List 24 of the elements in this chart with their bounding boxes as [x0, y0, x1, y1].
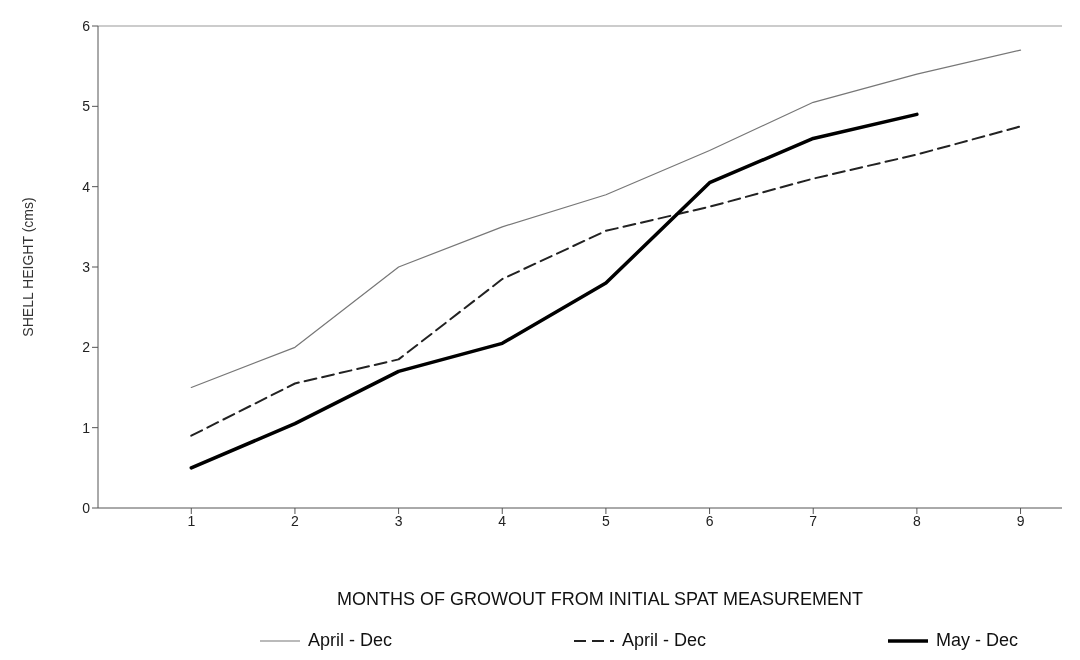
line-series	[190, 125, 1022, 437]
line-series	[190, 49, 1022, 389]
y-tick-label: 2	[82, 339, 91, 356]
x-tick-label: 7	[809, 512, 818, 529]
line-series	[189, 112, 919, 470]
y-axis-title: SHELL HEIGHT (cms)	[19, 197, 36, 337]
legend-label: April - Dec	[621, 630, 706, 651]
x-tick-label: 5	[602, 512, 611, 529]
x-tick-label: 8	[912, 512, 921, 529]
y-tick-label: 3	[82, 258, 91, 275]
legend-label: April - Dec	[308, 630, 393, 651]
x-tick-label: 3	[394, 512, 403, 529]
y-tick-label: 1	[82, 419, 91, 436]
y-tick-label: 5	[82, 98, 91, 115]
x-axis-title: MONTHS OF GROWOUT FROM INITIAL SPAT MEASUREMENT	[336, 587, 864, 611]
y-tick-label: 6	[82, 17, 91, 34]
x-tick-label: 1	[187, 512, 196, 529]
legend-label: May - Dec	[935, 630, 1018, 651]
y-tick-label: 4	[82, 178, 91, 195]
x-tick-label: 6	[705, 512, 714, 529]
x-tick-label: 4	[498, 512, 507, 529]
x-tick-label: 2	[291, 512, 300, 529]
y-tick-label: 0	[82, 499, 91, 516]
x-tick-label: 9	[1016, 512, 1025, 529]
